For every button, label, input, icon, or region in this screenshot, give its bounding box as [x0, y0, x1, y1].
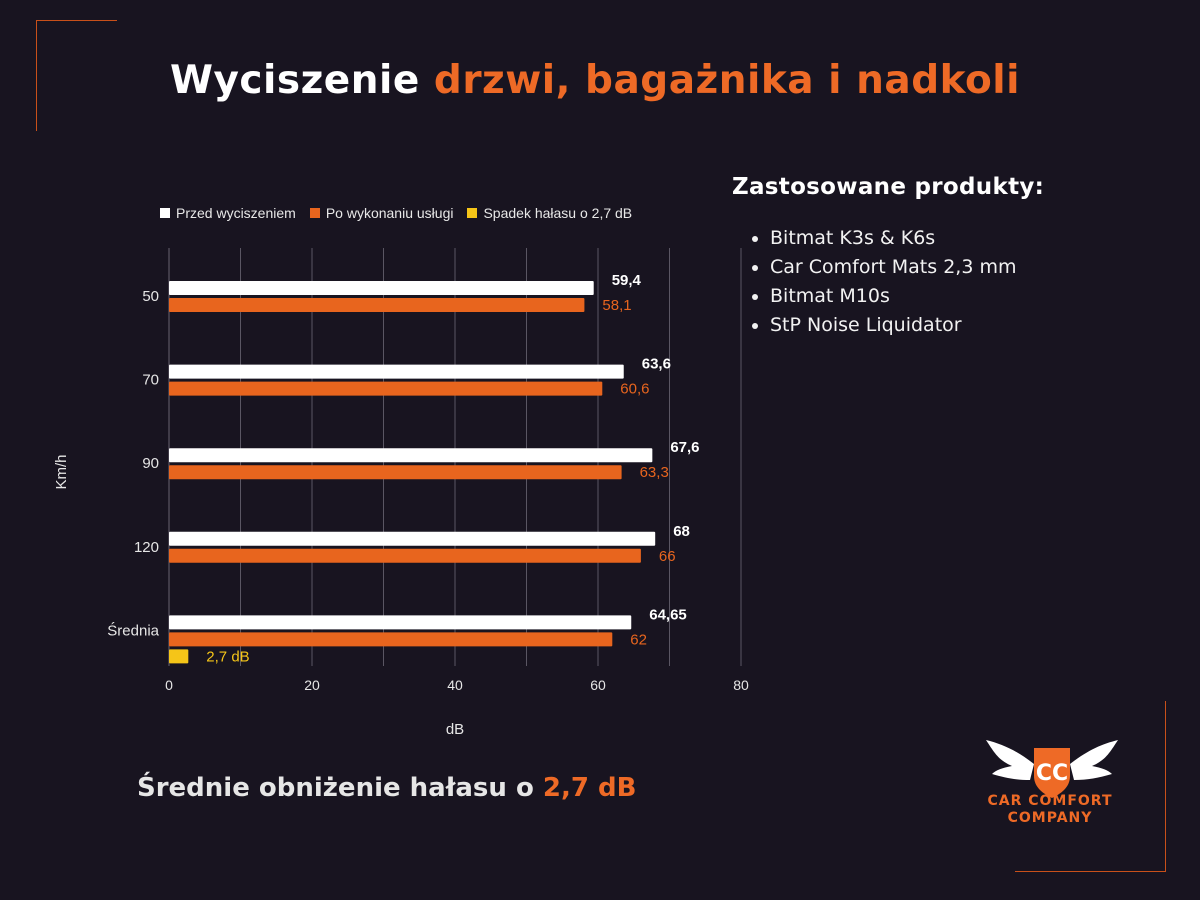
- data-label: 64,65: [649, 606, 687, 623]
- legend-swatch-after: [309, 208, 320, 218]
- company-logo: CC: [986, 740, 1118, 798]
- bar-1: [169, 548, 641, 563]
- bar-0: [169, 615, 632, 630]
- logo-text: CAR COMFORT COMPANY: [960, 793, 1140, 827]
- x-tick-label: 60: [590, 677, 606, 693]
- bar-1: [169, 381, 603, 396]
- logo-wing-right: [1070, 740, 1118, 780]
- x-tick-label: 40: [447, 677, 463, 693]
- bar-2: [169, 649, 189, 664]
- logo-line-1: CAR COMFORT: [987, 793, 1113, 809]
- data-label: 63,3: [640, 464, 669, 481]
- logo-shield: [1034, 748, 1070, 798]
- logo-monogram: CC: [1036, 761, 1068, 786]
- y-tick-label: 90: [142, 455, 159, 472]
- legend-swatch-drop: [467, 208, 478, 218]
- product-item: Bitmat K3s & K6s: [770, 224, 1016, 253]
- legend-swatch-before: [160, 208, 170, 218]
- data-label: 60,6: [620, 381, 649, 398]
- legend-label-before: Przed wyciszeniem: [176, 205, 296, 221]
- data-label: 62: [630, 631, 647, 648]
- summary-accent: 2,7 dB: [542, 773, 637, 803]
- summary-prefix: Średnie obniżenie hałasu o: [137, 773, 534, 803]
- x-tick-label: 20: [304, 677, 320, 693]
- bar-1: [169, 465, 622, 480]
- x-tick-label: 80: [733, 677, 749, 693]
- data-label: 67,6: [670, 439, 699, 456]
- frame-corner-top-left: [36, 20, 117, 131]
- y-tick-label: 120: [134, 539, 159, 556]
- chart-legend: Przed wyciszeniem Po wykonaniu usługi Sp…: [160, 205, 632, 221]
- bar-0: [169, 364, 624, 379]
- data-label: 2,7 dB: [206, 648, 249, 665]
- data-label: 59,4: [612, 272, 642, 289]
- products-list: Bitmat K3s & K6s Car Comfort Mats 2,3 mm…: [750, 224, 1016, 340]
- y-tick-label: 50: [142, 288, 159, 305]
- legend-item-before: Przed wyciszeniem: [160, 205, 296, 221]
- legend-label-drop: Spadek hałasu o 2,7 dB: [483, 205, 633, 221]
- product-item: StP Noise Liquidator: [770, 311, 1016, 340]
- data-label: 63,6: [642, 356, 671, 373]
- data-label: 66: [659, 548, 676, 565]
- logo-wing-left: [986, 740, 1034, 780]
- y-tick-label: Średnia: [107, 621, 159, 639]
- y-tick-label: 70: [142, 372, 159, 389]
- bar-chart: 0 20 40 60 80 dB Km/h 50 59,4 58,1 70 63,6 60,6 90 67,…: [53, 248, 749, 738]
- data-label: 68: [673, 523, 690, 540]
- bar-1: [169, 632, 613, 647]
- x-axis-label: dB: [446, 721, 464, 738]
- frame-corner-bottom-right: [1015, 701, 1166, 872]
- title-accent: drzwi, bagażnika i nadkoli: [433, 58, 1021, 103]
- title-prefix: Wyciszenie: [169, 58, 420, 103]
- bar-1: [169, 298, 585, 312]
- y-axis-label: Km/h: [53, 454, 70, 489]
- product-item: Bitmat M10s: [770, 282, 1016, 311]
- x-tick-label: 0: [165, 677, 173, 693]
- bar-0: [169, 531, 656, 546]
- bar-0: [169, 448, 653, 463]
- product-item: Car Comfort Mats 2,3 mm: [770, 253, 1016, 282]
- legend-label-after: Po wykonaniu usługi: [325, 205, 454, 221]
- products-heading: Zastosowane produkty:: [732, 174, 1045, 200]
- data-label: 58,1: [602, 297, 631, 314]
- logo-line-2: COMPANY: [1007, 810, 1093, 826]
- bar-0: [169, 281, 594, 295]
- legend-item-drop: Spadek hałasu o 2,7 dB: [467, 205, 632, 221]
- legend-item-after: Po wykonaniu usługi: [309, 205, 454, 221]
- page-title: Wyciszenie drzwi, bagażnika i nadkoli: [0, 58, 1190, 103]
- summary-text: Średnie obniżenie hałasu o 2,7 dB: [137, 773, 636, 803]
